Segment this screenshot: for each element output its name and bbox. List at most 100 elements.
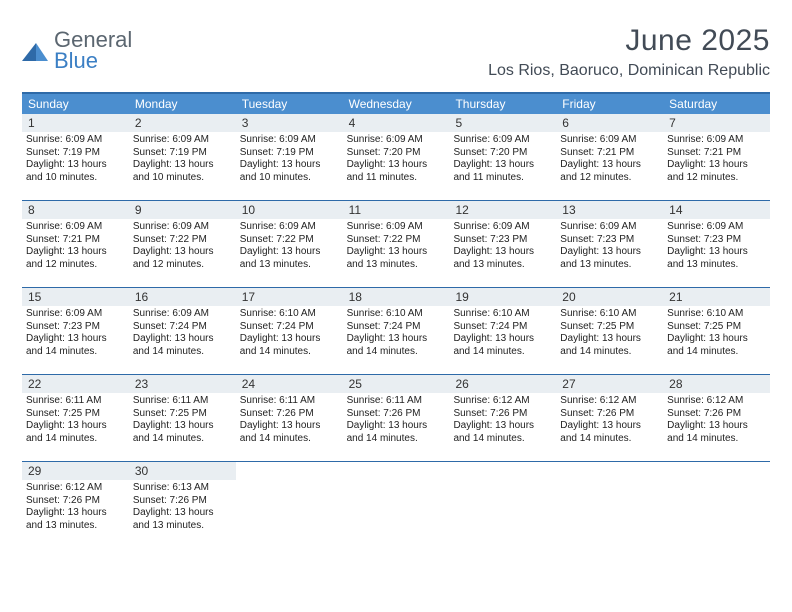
sunset-line: Sunset: 7:22 PM: [347, 234, 446, 247]
daylight-line: and 13 minutes.: [560, 259, 659, 272]
daylight-line: Daylight: 13 hours: [240, 420, 339, 433]
day-header: Friday: [556, 94, 663, 114]
daylight-line: Daylight: 13 hours: [133, 420, 232, 433]
sunrise-line: Sunrise: 6:09 AM: [240, 134, 339, 147]
day-cell: 22Sunrise: 6:11 AMSunset: 7:25 PMDayligh…: [22, 375, 129, 461]
day-number: 17: [236, 288, 343, 306]
day-cell: 18Sunrise: 6:10 AMSunset: 7:24 PMDayligh…: [343, 288, 450, 374]
day-number: 25: [343, 375, 450, 393]
sunset-line: Sunset: 7:20 PM: [347, 147, 446, 160]
day-number: 13: [556, 201, 663, 219]
sunset-line: Sunset: 7:19 PM: [240, 147, 339, 160]
sunset-line: Sunset: 7:26 PM: [560, 408, 659, 421]
daylight-line: Daylight: 13 hours: [560, 159, 659, 172]
daylight-line: and 14 minutes.: [240, 433, 339, 446]
day-header-row: SundayMondayTuesdayWednesdayThursdayFrid…: [22, 94, 770, 114]
day-cell: 10Sunrise: 6:09 AMSunset: 7:22 PMDayligh…: [236, 201, 343, 287]
daylight-line: and 10 minutes.: [26, 172, 125, 185]
sunrise-line: Sunrise: 6:09 AM: [133, 221, 232, 234]
sunset-line: Sunset: 7:26 PM: [133, 495, 232, 508]
sunrise-line: Sunrise: 6:10 AM: [347, 308, 446, 321]
sunset-line: Sunset: 7:26 PM: [347, 408, 446, 421]
day-cell: 25Sunrise: 6:11 AMSunset: 7:26 PMDayligh…: [343, 375, 450, 461]
day-number: 26: [449, 375, 556, 393]
daylight-line: and 14 minutes.: [560, 346, 659, 359]
sunrise-line: Sunrise: 6:09 AM: [133, 134, 232, 147]
sunrise-line: Sunrise: 6:09 AM: [560, 221, 659, 234]
day-number: 5: [449, 114, 556, 132]
day-cell: 19Sunrise: 6:10 AMSunset: 7:24 PMDayligh…: [449, 288, 556, 374]
calendar: SundayMondayTuesdayWednesdayThursdayFrid…: [22, 92, 770, 548]
daylight-line: Daylight: 13 hours: [133, 159, 232, 172]
day-cell: 2Sunrise: 6:09 AMSunset: 7:19 PMDaylight…: [129, 114, 236, 200]
sunset-line: Sunset: 7:26 PM: [240, 408, 339, 421]
logo-line2: Blue: [54, 48, 98, 73]
sunrise-line: Sunrise: 6:12 AM: [26, 482, 125, 495]
day-cell: 7Sunrise: 6:09 AMSunset: 7:21 PMDaylight…: [663, 114, 770, 200]
day-number: 10: [236, 201, 343, 219]
day-number: 9: [129, 201, 236, 219]
day-number: 4: [343, 114, 450, 132]
empty-cell: [449, 462, 556, 548]
header: General Blue June 2025 Los Rios, Baoruco…: [22, 24, 770, 80]
sunrise-line: Sunrise: 6:11 AM: [240, 395, 339, 408]
sunset-line: Sunset: 7:21 PM: [560, 147, 659, 160]
day-number: 29: [22, 462, 129, 480]
day-number: 7: [663, 114, 770, 132]
day-header: Wednesday: [343, 94, 450, 114]
daylight-line: Daylight: 13 hours: [26, 159, 125, 172]
day-cell: 13Sunrise: 6:09 AMSunset: 7:23 PMDayligh…: [556, 201, 663, 287]
day-cell: 26 Sunrise: 6:12 AMSunset: 7:26 PMDayligh…: [449, 375, 556, 461]
daylight-line: Daylight: 13 hours: [560, 333, 659, 346]
day-cell: 8Sunrise: 6:09 AMSunset: 7:21 PMDaylight…: [22, 201, 129, 287]
sunset-line: Sunset: 7:23 PM: [560, 234, 659, 247]
day-cell: 24Sunrise: 6:11 AMSunset: 7:26 PMDayligh…: [236, 375, 343, 461]
daylight-line: and 13 minutes.: [667, 259, 766, 272]
day-cell: 6Sunrise: 6:09 AMSunset: 7:21 PMDaylight…: [556, 114, 663, 200]
sunrise-line: Sunrise: 6:12 AM: [453, 395, 552, 408]
daylight-line: and 12 minutes.: [560, 172, 659, 185]
empty-cell: [663, 462, 770, 548]
daylight-line: and 14 minutes.: [26, 346, 125, 359]
sunset-line: Sunset: 7:24 PM: [453, 321, 552, 334]
sunrise-line: Sunrise: 6:10 AM: [560, 308, 659, 321]
daylight-line: and 14 minutes.: [347, 346, 446, 359]
day-number: 3: [236, 114, 343, 132]
day-cell: 27Sunrise: 6:12 AMSunset: 7:26 PMDayligh…: [556, 375, 663, 461]
empty-cell: [343, 462, 450, 548]
daylight-line: Daylight: 13 hours: [453, 420, 552, 433]
sunset-line: Sunset: 7:19 PM: [26, 147, 125, 160]
daylight-line: and 11 minutes.: [347, 172, 446, 185]
week-row: 1Sunrise: 6:09 AMSunset: 7:19 PMDaylight…: [22, 114, 770, 200]
daylight-line: Daylight: 13 hours: [560, 420, 659, 433]
daylight-line: Daylight: 13 hours: [667, 159, 766, 172]
daylight-line: Daylight: 13 hours: [347, 246, 446, 259]
day-header: Tuesday: [236, 94, 343, 114]
daylight-line: Daylight: 13 hours: [347, 159, 446, 172]
daylight-line: and 13 minutes.: [133, 520, 232, 533]
day-number: 22: [22, 375, 129, 393]
day-cell: 9Sunrise: 6:09 AMSunset: 7:22 PMDaylight…: [129, 201, 236, 287]
sunset-line: Sunset: 7:25 PM: [26, 408, 125, 421]
sunset-line: Sunset: 7:25 PM: [133, 408, 232, 421]
day-number: 23: [129, 375, 236, 393]
daylight-line: Daylight: 13 hours: [240, 246, 339, 259]
empty-cell: [236, 462, 343, 548]
day-cell: 21Sunrise: 6:10 AMSunset: 7:25 PMDayligh…: [663, 288, 770, 374]
day-cell: 14Sunrise: 6:09 AMSunset: 7:23 PMDayligh…: [663, 201, 770, 287]
sunset-line: Sunset: 7:22 PM: [240, 234, 339, 247]
logo-text: General Blue: [54, 30, 132, 72]
sunset-line: Sunset: 7:26 PM: [453, 408, 552, 421]
daylight-line: and 11 minutes.: [453, 172, 552, 185]
sunset-line: Sunset: 7:24 PM: [240, 321, 339, 334]
empty-cell: [556, 462, 663, 548]
sunrise-line: Sunrise: 6:11 AM: [133, 395, 232, 408]
sunrise-line: Sunrise: 6:10 AM: [667, 308, 766, 321]
daylight-line: Daylight: 13 hours: [347, 333, 446, 346]
sunset-line: Sunset: 7:23 PM: [453, 234, 552, 247]
daylight-line: Daylight: 13 hours: [133, 333, 232, 346]
sunset-line: Sunset: 7:23 PM: [667, 234, 766, 247]
day-number: 16: [129, 288, 236, 306]
week-row: 15Sunrise: 6:09 AMSunset: 7:23 PMDayligh…: [22, 287, 770, 374]
sunset-line: Sunset: 7:24 PM: [133, 321, 232, 334]
